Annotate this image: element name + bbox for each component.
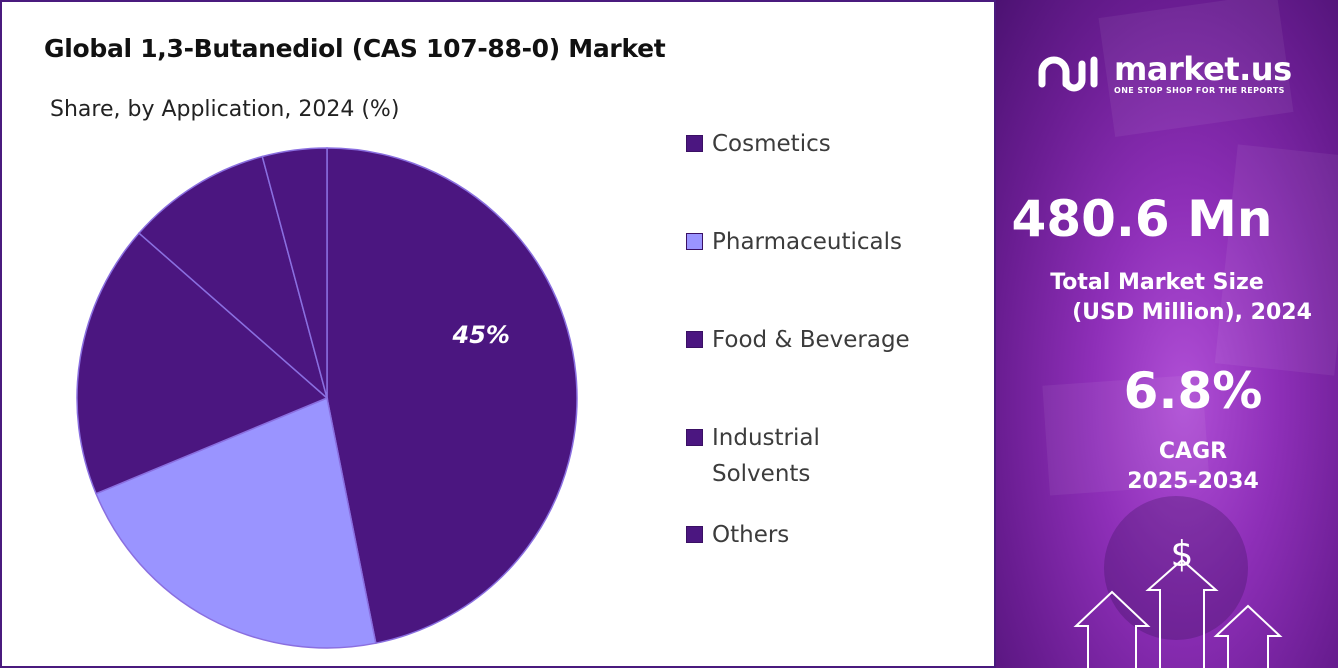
- legend-item: Pharmaceuticals: [686, 224, 942, 260]
- legend-label: Others: [712, 517, 942, 553]
- coin-circle-icon: [1104, 496, 1248, 640]
- cagr-value: 6.8%: [1123, 362, 1263, 420]
- market-us-logo: market.us ONE STOP SHOP FOR THE REPORTS: [1036, 50, 1292, 96]
- pie-slice-food-beverage: [76, 232, 329, 495]
- pie-slice-cosmetics: [326, 147, 578, 645]
- legend-label-line: Others: [712, 522, 790, 548]
- logo-mark-icon: [1038, 56, 1098, 92]
- legend-label: Industrial Solvents: [712, 420, 942, 492]
- summary-panel: market.us ONE STOP SHOP FOR THE REPORTS …: [996, 0, 1338, 668]
- pie-data-label: 45%: [452, 321, 510, 349]
- legend-item: Others: [686, 517, 942, 553]
- market-size-value: 480.6 Mn: [1011, 190, 1273, 248]
- legend-item: Food & Beverage: [686, 322, 942, 358]
- legend-label-line: Pharmaceuticals: [712, 229, 902, 255]
- arrow-up-icon: [1145, 558, 1219, 668]
- legend-label-line: Industrial: [712, 425, 820, 451]
- legend-label: Pharmaceuticals: [712, 224, 942, 260]
- pie-slice-industrial-solvents: [137, 155, 329, 401]
- legend-label: Food & Beverage: [712, 322, 942, 358]
- growth-arrows-decoration: $: [1073, 496, 1283, 668]
- cagr-label-line1: CAGR: [1158, 439, 1228, 464]
- cagr-label: CAGR 2025-2034: [996, 437, 1338, 497]
- pie-slice-pharmaceuticals: [95, 396, 377, 649]
- market-size-label: Total Market Size (USD Million), 2024: [996, 268, 1338, 328]
- legend-swatch: [686, 233, 703, 250]
- legend-item: Cosmetics: [686, 126, 942, 162]
- legend-label-line: Food & Beverage: [712, 327, 910, 353]
- legend-swatch: [686, 135, 703, 152]
- market-size-label-line2: (USD Million), 2024: [1072, 300, 1312, 325]
- cagr-label-line2: 2025-2034: [1127, 469, 1259, 494]
- legend-swatch: [686, 526, 703, 543]
- logo-tagline: ONE STOP SHOP FOR THE REPORTS: [1114, 85, 1285, 95]
- legend-swatch: [686, 331, 703, 348]
- chart-subtitle: Share, by Application, 2024 (%): [50, 97, 400, 122]
- pie-chart: 45%: [76, 147, 578, 649]
- pie-slice-others: [261, 147, 328, 399]
- chart-panel: Global 1,3-Butanediol (CAS 107-88-0) Mar…: [0, 0, 996, 668]
- legend-label: Cosmetics: [712, 126, 942, 162]
- legend-item: Industrial Solvents: [686, 420, 942, 492]
- legend-label-line: Solvents: [712, 461, 811, 487]
- arrow-up-icon: [1213, 604, 1283, 668]
- arrow-up-icon: [1073, 590, 1151, 668]
- legend-swatch: [686, 429, 703, 446]
- market-size-label-line1: Total Market Size: [1050, 270, 1264, 295]
- dollar-icon: $: [1171, 534, 1194, 575]
- legend-label-line: Cosmetics: [712, 131, 831, 157]
- logo-name: market.us: [1114, 49, 1292, 88]
- chart-title: Global 1,3-Butanediol (CAS 107-88-0) Mar…: [44, 34, 666, 63]
